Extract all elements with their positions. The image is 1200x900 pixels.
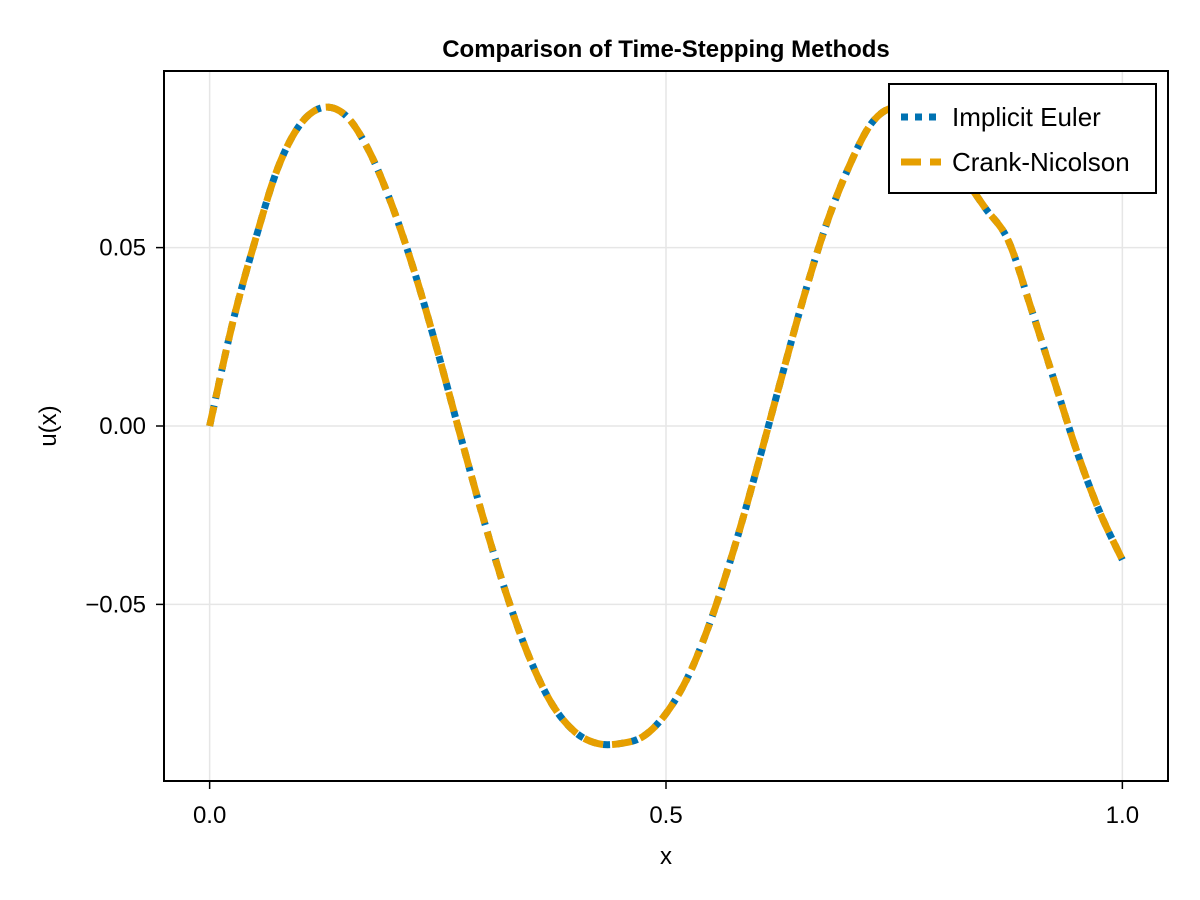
- y-axis-label: u(x): [35, 405, 62, 446]
- x-axis-label: x: [660, 843, 672, 870]
- y-tick-label: 0.00: [99, 413, 146, 440]
- x-tick-label: 1.0: [1106, 802, 1139, 829]
- legend-label-implicit-euler: Implicit Euler: [952, 102, 1101, 132]
- legend: Implicit Euler Crank-Nicolson: [888, 83, 1157, 194]
- legend-label-crank-nicolson: Crank-Nicolson: [952, 147, 1130, 177]
- x-tick-label: 0.0: [193, 802, 226, 829]
- legend-box: [888, 83, 1157, 194]
- y-tick-label: 0.05: [99, 235, 146, 262]
- tick-marks: 0.0 0.5 1.0 −0.05 0.00 0.05: [85, 235, 1139, 829]
- chart-title: Comparison of Time-Stepping Methods: [442, 36, 890, 63]
- y-tick-label: −0.05: [85, 591, 146, 618]
- x-tick-label: 0.5: [649, 802, 682, 829]
